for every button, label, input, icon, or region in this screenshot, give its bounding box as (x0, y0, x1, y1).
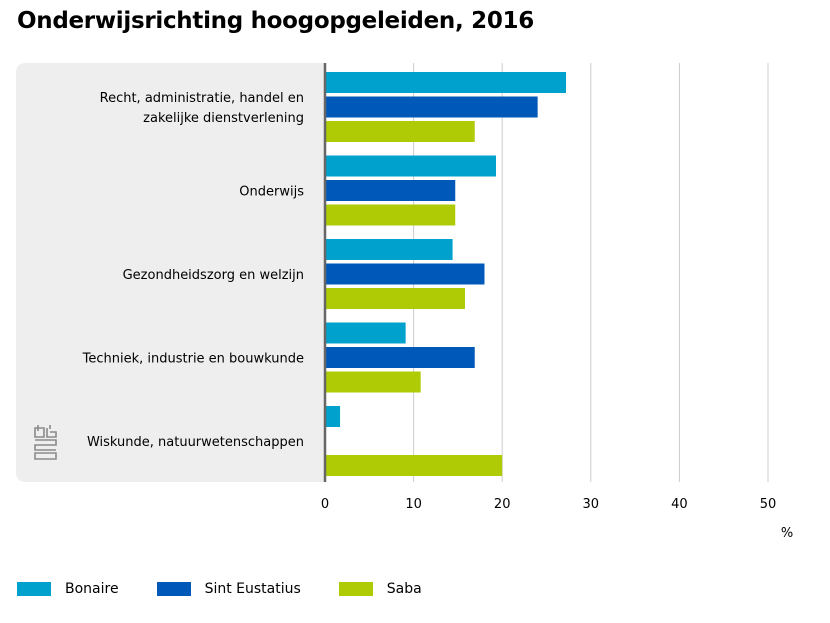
legend: Bonaire Sint Eustatius Saba (17, 581, 460, 597)
legend-item-sint-eustatius: Sint Eustatius (156, 581, 301, 597)
category-labels: Recht, administratie, handel en zakelijke… (82, 91, 305, 450)
x-tick-labels: 0 10 20 30 40 50 (321, 497, 776, 512)
bar-sint-eustatius (325, 96, 538, 118)
bar-bonaire (325, 322, 406, 344)
x-tick-label: 10 (405, 497, 422, 512)
x-axis-unit-label: % (781, 526, 793, 541)
legend-swatch (156, 582, 191, 596)
legend-swatch (338, 582, 373, 596)
bar-saba (325, 455, 503, 476)
legend-item-bonaire: Bonaire (17, 581, 119, 597)
chart-title: Onderwijsrichting hoogopgeleiden, 2016 (17, 8, 534, 34)
bar-saba (325, 121, 475, 142)
bar-bonaire (325, 72, 566, 93)
legend-label: Bonaire (65, 581, 119, 597)
x-tick-label: 40 (671, 497, 688, 512)
label-panel-background (16, 63, 325, 482)
bar-saba (325, 371, 421, 393)
bar-bonaire (325, 239, 453, 260)
category-label: Techniek, industrie en bouwkunde (82, 352, 304, 367)
legend-label: Sint Eustatius (204, 581, 301, 597)
bar-saba (325, 204, 456, 226)
legend-item-saba: Saba (338, 581, 422, 597)
category-label: Gezondheidszorg en welzijn (123, 268, 304, 283)
bar-sint-eustatius (325, 263, 485, 285)
bar-sint-eustatius (325, 180, 456, 201)
x-tick-label: 20 (494, 497, 511, 512)
bars (325, 72, 566, 476)
legend-swatch (17, 582, 51, 596)
x-tick-label: 0 (321, 497, 329, 512)
bar-saba (325, 288, 465, 309)
category-label: Wiskunde, natuurwetenschappen (87, 435, 304, 450)
bar-bonaire (325, 155, 496, 177)
legend-label: Saba (386, 581, 422, 597)
bar-bonaire (325, 406, 341, 427)
cbs-logo-icon (34, 425, 57, 460)
category-label: Onderwijs (239, 185, 304, 200)
x-tick-label: 50 (760, 497, 777, 512)
bar-sint-eustatius (325, 347, 475, 368)
category-label: zakelijke dienstverlening (143, 111, 304, 126)
x-tick-label: 30 (583, 497, 600, 512)
category-label: Recht, administratie, handel en (100, 91, 304, 106)
